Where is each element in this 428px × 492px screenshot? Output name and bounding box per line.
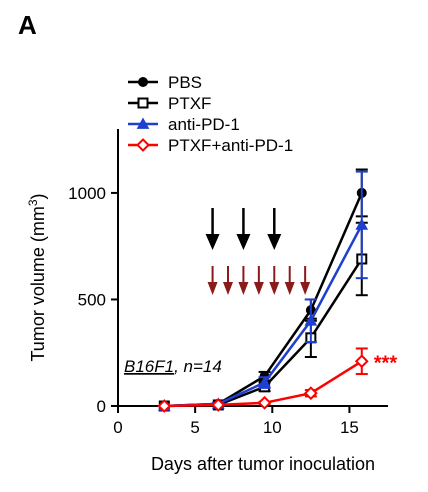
x-tick-label: 0 — [113, 418, 122, 437]
pd1-dose-arrow-head — [253, 282, 264, 295]
data-point — [304, 314, 318, 326]
significance-marker: *** — [374, 352, 398, 374]
legend: PBS PTXF anti-PD-1 PTXF+anti-PD-1 — [128, 73, 293, 155]
y-tick-label: 1000 — [68, 184, 106, 203]
data-point — [354, 354, 369, 369]
legend-marker — [137, 97, 149, 109]
pd1-dose-arrow-head — [207, 282, 218, 295]
ptxf-dose-arrow-head — [205, 234, 220, 250]
x-axis-label: Days after tumor inoculation — [151, 454, 375, 474]
legend-label: PTXF — [168, 94, 211, 113]
legend-label: PBS — [168, 73, 202, 92]
legend-marker — [138, 77, 148, 87]
ptxf-dose-arrow-head — [267, 234, 282, 250]
pd1-dose-arrow-head — [300, 282, 311, 295]
x-tick-label: 5 — [190, 418, 199, 437]
data-point — [355, 218, 369, 230]
pd1-dose-arrow-head — [269, 282, 280, 295]
y-tick-label: 0 — [97, 397, 106, 416]
legend-marker — [136, 138, 150, 152]
data-point — [257, 395, 272, 410]
x-tick-label: 15 — [340, 418, 359, 437]
legend-label: anti-PD-1 — [168, 115, 240, 134]
ptxf-dose-arrow-head — [236, 234, 251, 250]
legend-label: PTXF+anti-PD-1 — [168, 136, 293, 155]
x-tick-label: 10 — [263, 418, 282, 437]
data-point — [258, 376, 271, 388]
y-tick-label: 500 — [78, 290, 106, 309]
data-point — [157, 399, 172, 413]
y-axis-label: Tumor volume (mm3) — [26, 193, 48, 361]
pd1-dose-arrow-head — [238, 282, 249, 295]
panel-label: A — [18, 10, 37, 40]
data-point — [303, 386, 318, 401]
series-ptxf-anti-pd-1 — [157, 347, 369, 413]
model-annotation: B16F1, n=14 — [124, 357, 222, 376]
pd1-dose-arrow-head — [284, 282, 295, 295]
pd1-dose-arrow-head — [223, 282, 233, 295]
legend-marker — [136, 117, 150, 129]
data-point — [211, 398, 226, 412]
